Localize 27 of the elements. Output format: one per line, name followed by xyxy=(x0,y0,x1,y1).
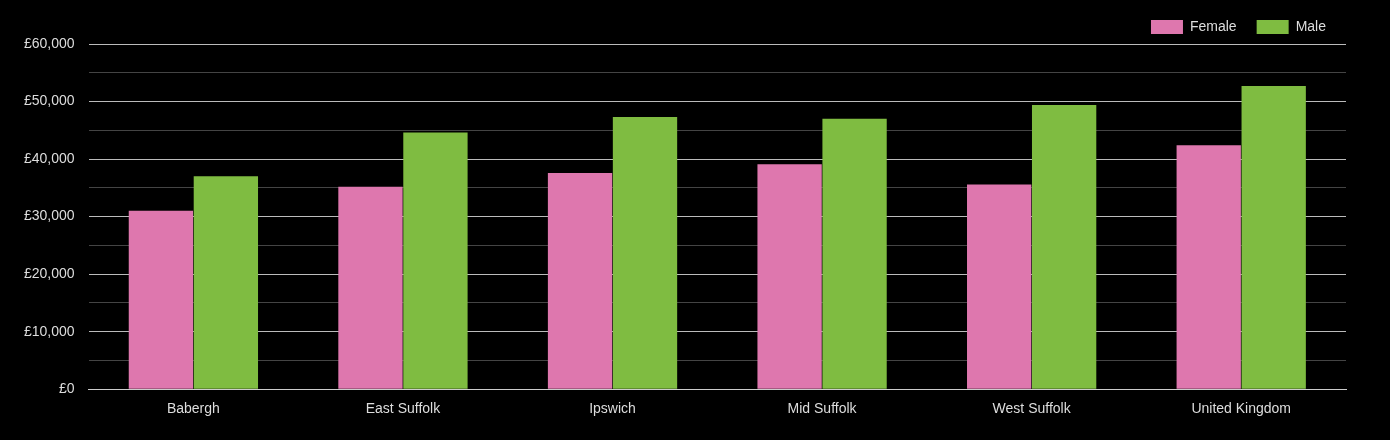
bar xyxy=(193,176,259,389)
bar xyxy=(1176,145,1241,389)
y-tick-label: £50,000 xyxy=(24,92,75,109)
x-tick-label: Ipswich xyxy=(589,400,636,417)
bar xyxy=(403,132,468,389)
bar xyxy=(547,172,613,389)
bar xyxy=(967,184,1032,389)
bar xyxy=(1031,104,1097,389)
y-tick-label: £20,000 xyxy=(24,264,75,281)
bar xyxy=(338,186,403,389)
x-tick-label: Mid Suffolk xyxy=(787,400,858,417)
x-tick-label: United Kingdom xyxy=(1191,400,1292,417)
legend-label: Male xyxy=(1295,17,1327,34)
y-tick-label: £0 xyxy=(59,380,75,397)
bar xyxy=(757,164,822,389)
y-tick-label: £40,000 xyxy=(24,149,75,166)
y-tick-label: £30,000 xyxy=(24,207,75,224)
x-tick-label: East Suffolk xyxy=(365,400,442,417)
bar xyxy=(822,118,887,389)
legend-label: Female xyxy=(1189,17,1237,34)
x-tick-label: Babergh xyxy=(166,400,220,417)
x-tick-label: West Suffolk xyxy=(992,400,1072,417)
bar xyxy=(128,210,194,389)
y-tick-label: £10,000 xyxy=(24,322,75,339)
y-tick-label: £60,000 xyxy=(24,34,75,51)
bar xyxy=(612,117,678,389)
bar xyxy=(1241,86,1306,389)
